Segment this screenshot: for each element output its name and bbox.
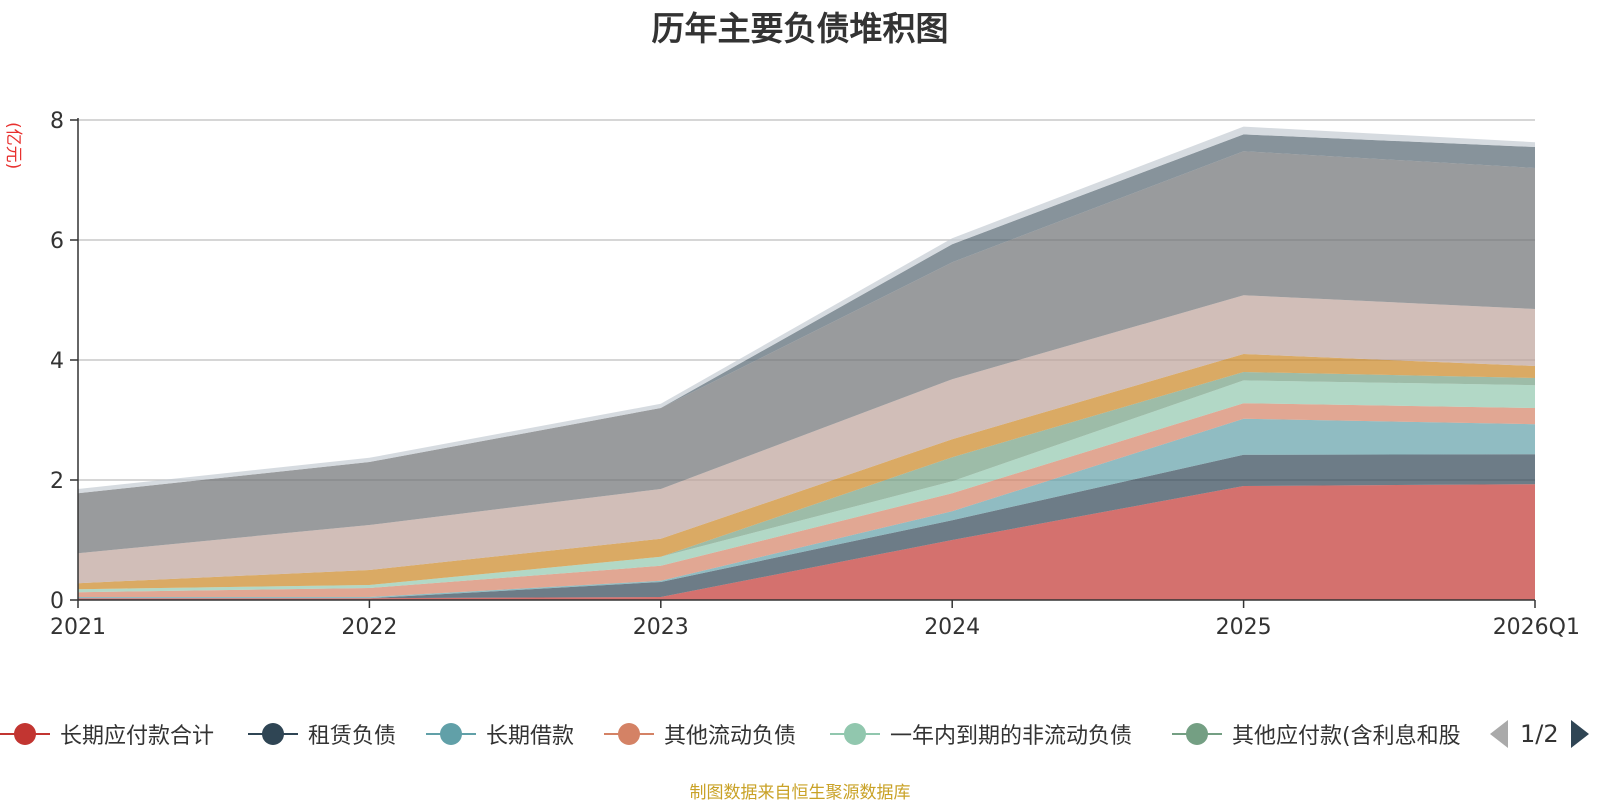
x-tick-label: 2024 <box>924 615 980 640</box>
legend-item-label: 其他应付款(含利息和股 <box>1232 724 1461 749</box>
legend-marker-icon <box>1172 722 1222 746</box>
legend-item-label: 长期借款 <box>486 724 575 749</box>
legend-item[interactable]: 租赁负债 <box>248 716 396 752</box>
y-axis-unit-label: (亿元) <box>3 122 23 170</box>
y-tick-label: 8 <box>50 109 64 134</box>
area-series-9 <box>78 151 1535 554</box>
x-tick-label: 2025 <box>1216 615 1272 640</box>
legend-marker-icon <box>604 722 654 746</box>
x-tick-label: 2026Q1 <box>1493 615 1580 640</box>
x-tick-label: 2021 <box>50 615 106 640</box>
legend-item[interactable]: 一年内到期的非流动负债 <box>830 716 1132 752</box>
legend-item-label: 租赁负债 <box>308 724 397 749</box>
legend-item-label: 其他流动负债 <box>664 724 797 749</box>
y-tick-label: 6 <box>50 229 64 254</box>
area-series-8 <box>78 295 1535 584</box>
legend-marker-icon <box>426 722 476 746</box>
x-tick-label: 2023 <box>633 615 689 640</box>
legend-item[interactable]: 其他流动负债 <box>604 716 796 752</box>
legend-prev-page-icon[interactable] <box>1490 720 1508 748</box>
legend-item[interactable]: 长期借款 <box>426 716 574 752</box>
area-series-5 <box>78 380 1535 593</box>
legend: 长期应付款合计 租赁负债 长期借款 其他流动负债 一年内到期的非流动负债 其他应付款(含利… <box>0 716 1600 752</box>
y-tick-label: 4 <box>50 349 64 374</box>
y-tick-label: 2 <box>50 469 64 494</box>
y-axis-unit: (亿元) <box>2 122 32 182</box>
y-tick-label: 0 <box>50 589 64 614</box>
legend-item[interactable]: 长期应付款合计 <box>0 716 214 752</box>
legend-pager: 1/2 <box>1490 716 1589 752</box>
data-source-footer: 制图数据来自恒生聚源数据库 <box>689 783 911 803</box>
legend-item-label: 一年内到期的非流动负债 <box>890 724 1133 749</box>
legend-marker-icon <box>830 722 880 746</box>
area-series-3 <box>78 418 1535 599</box>
legend-marker-icon <box>248 722 298 746</box>
x-tick-label: 2022 <box>341 615 397 640</box>
legend-next-page-icon[interactable] <box>1570 720 1589 748</box>
legend-item[interactable]: 其他应付款(含利息和股 <box>1172 716 1461 752</box>
area-series-2 <box>78 454 1535 599</box>
area-series-1 <box>78 484 1535 600</box>
legend-marker-icon <box>0 722 50 746</box>
chart-title: 历年主要负债堆积图 <box>651 9 949 48</box>
legend-page-indicator: 1/2 <box>1520 720 1559 748</box>
legend-item-label: 长期应付款合计 <box>60 724 215 749</box>
